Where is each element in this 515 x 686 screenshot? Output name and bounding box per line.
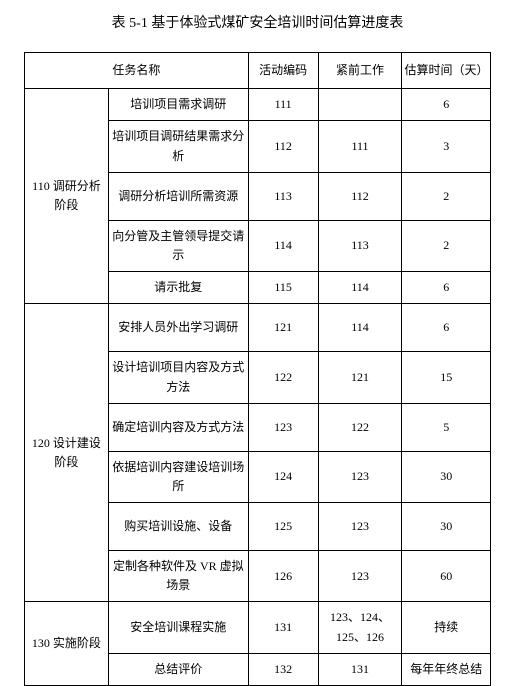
- task-cell: 确定培训内容及方式方法: [108, 403, 248, 451]
- est-cell: 6: [402, 89, 491, 121]
- header-code: 活动编码: [248, 53, 318, 89]
- est-cell: 6: [402, 272, 491, 304]
- table-row: 130 实施阶段安全培训课程实施131123、124、125、126持续: [25, 602, 491, 653]
- task-cell: 总结评价: [108, 653, 248, 685]
- task-cell: 向分管及主管领导提交请示: [108, 220, 248, 271]
- header-pre: 紧前工作: [318, 53, 402, 89]
- code-cell: 113: [248, 172, 318, 220]
- header-est: 估算时间（天）: [402, 53, 491, 89]
- phase-cell: 110 调研分析阶段: [25, 89, 109, 304]
- code-cell: 132: [248, 653, 318, 685]
- pre-cell: 112: [318, 172, 402, 220]
- code-cell: 115: [248, 272, 318, 304]
- est-cell: 每年年终总结: [402, 653, 491, 685]
- pre-cell: [318, 89, 402, 121]
- code-cell: 122: [248, 352, 318, 403]
- header-row: 任务名称 活动编码 紧前工作 估算时间（天）: [25, 53, 491, 89]
- code-cell: 131: [248, 602, 318, 653]
- task-cell: 定制各种软件及 VR 虚拟场景: [108, 551, 248, 602]
- task-cell: 安排人员外出学习调研: [108, 304, 248, 352]
- est-cell: 6: [402, 304, 491, 352]
- code-cell: 114: [248, 220, 318, 271]
- est-cell: 60: [402, 551, 491, 602]
- pre-cell: 114: [318, 272, 402, 304]
- est-cell: 30: [402, 451, 491, 502]
- task-cell: 请示批复: [108, 272, 248, 304]
- pre-cell: 113: [318, 220, 402, 271]
- est-cell: 5: [402, 403, 491, 451]
- pre-cell: 111: [318, 121, 402, 172]
- code-cell: 112: [248, 121, 318, 172]
- task-cell: 购买培训设施、设备: [108, 503, 248, 551]
- pre-cell: 114: [318, 304, 402, 352]
- task-cell: 设计培训项目内容及方式方法: [108, 352, 248, 403]
- pre-cell: 123: [318, 503, 402, 551]
- table-row: 120 设计建设阶段安排人员外出学习调研1211146: [25, 304, 491, 352]
- pre-cell: 123、124、125、126: [318, 602, 402, 653]
- est-cell: 2: [402, 220, 491, 271]
- pre-cell: 123: [318, 551, 402, 602]
- schedule-table: 任务名称 活动编码 紧前工作 估算时间（天） 110 调研分析阶段培训项目需求调…: [24, 52, 491, 686]
- est-cell: 2: [402, 172, 491, 220]
- pre-cell: 121: [318, 352, 402, 403]
- code-cell: 125: [248, 503, 318, 551]
- phase-cell: 130 实施阶段: [25, 602, 109, 686]
- task-cell: 培训项目需求调研: [108, 89, 248, 121]
- code-cell: 124: [248, 451, 318, 502]
- code-cell: 123: [248, 403, 318, 451]
- table-row: 110 调研分析阶段培训项目需求调研1116: [25, 89, 491, 121]
- pre-cell: 131: [318, 653, 402, 685]
- table-title: 表 5-1 基于体验式煤矿安全培训时间估算进度表: [24, 12, 491, 32]
- pre-cell: 122: [318, 403, 402, 451]
- task-cell: 培训项目调研结果需求分析: [108, 121, 248, 172]
- est-cell: 30: [402, 503, 491, 551]
- code-cell: 121: [248, 304, 318, 352]
- table-body: 110 调研分析阶段培训项目需求调研1116培训项目调研结果需求分析112111…: [25, 89, 491, 686]
- pre-cell: 123: [318, 451, 402, 502]
- est-cell: 持续: [402, 602, 491, 653]
- task-cell: 依据培训内容建设培训场所: [108, 451, 248, 502]
- code-cell: 111: [248, 89, 318, 121]
- task-cell: 调研分析培训所需资源: [108, 172, 248, 220]
- task-cell: 安全培训课程实施: [108, 602, 248, 653]
- phase-cell: 120 设计建设阶段: [25, 304, 109, 602]
- header-name: 任务名称: [25, 53, 249, 89]
- est-cell: 3: [402, 121, 491, 172]
- est-cell: 15: [402, 352, 491, 403]
- code-cell: 126: [248, 551, 318, 602]
